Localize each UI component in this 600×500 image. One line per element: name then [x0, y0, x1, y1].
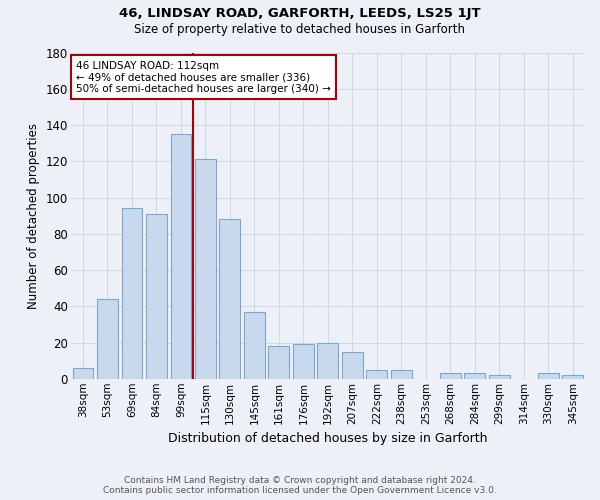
Text: 46, LINDSAY ROAD, GARFORTH, LEEDS, LS25 1JT: 46, LINDSAY ROAD, GARFORTH, LEEDS, LS25 …: [119, 8, 481, 20]
Bar: [73, 368, 94, 379]
Bar: [367, 370, 387, 379]
Bar: [489, 375, 509, 379]
Bar: [170, 134, 191, 379]
Bar: [317, 342, 338, 379]
Bar: [268, 346, 289, 379]
Bar: [464, 374, 485, 379]
Bar: [122, 208, 142, 379]
Bar: [244, 312, 265, 379]
Bar: [342, 352, 363, 379]
Bar: [146, 214, 167, 379]
Bar: [97, 299, 118, 379]
Y-axis label: Number of detached properties: Number of detached properties: [27, 122, 40, 308]
Text: Size of property relative to detached houses in Garforth: Size of property relative to detached ho…: [134, 22, 466, 36]
Text: Contains HM Land Registry data © Crown copyright and database right 2024.
Contai: Contains HM Land Registry data © Crown c…: [103, 476, 497, 495]
Text: 46 LINDSAY ROAD: 112sqm
← 49% of detached houses are smaller (336)
50% of semi-d: 46 LINDSAY ROAD: 112sqm ← 49% of detache…: [76, 60, 331, 94]
Bar: [440, 374, 461, 379]
Bar: [562, 375, 583, 379]
Bar: [195, 160, 216, 379]
Bar: [391, 370, 412, 379]
Bar: [220, 220, 241, 379]
Bar: [538, 374, 559, 379]
Bar: [293, 344, 314, 379]
X-axis label: Distribution of detached houses by size in Garforth: Distribution of detached houses by size …: [168, 432, 488, 445]
